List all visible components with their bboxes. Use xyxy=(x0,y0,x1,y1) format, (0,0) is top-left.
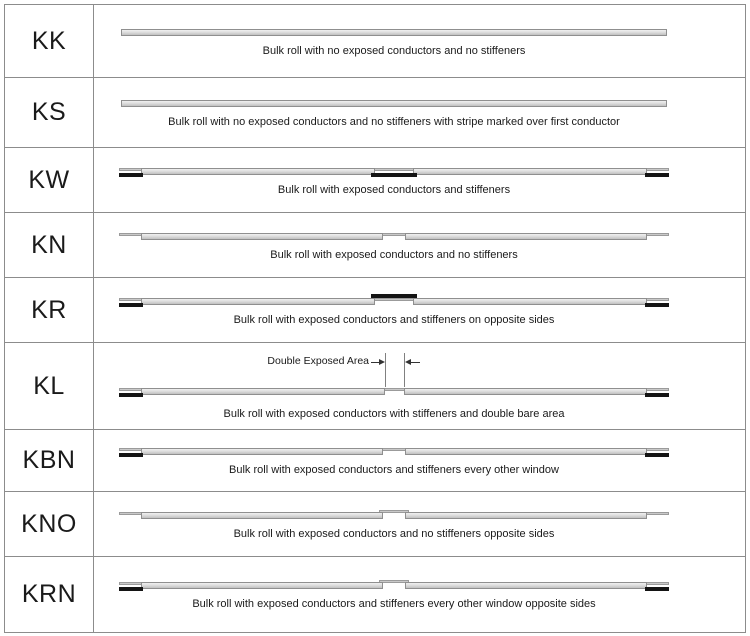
diagram-caption: Bulk roll with exposed conductors and no… xyxy=(270,248,518,261)
tape-segment xyxy=(405,232,647,240)
stiffener-opposite-side xyxy=(371,293,417,298)
row-diagram-cell-kbn: Bulk roll with exposed conductors and st… xyxy=(94,430,745,492)
diagram-caption: Bulk roll with exposed conductors and st… xyxy=(233,313,555,326)
row-diagram-cell-krn: Bulk roll with exposed conductors and st… xyxy=(94,557,745,632)
diagram-caption: Bulk roll with exposed conductors and st… xyxy=(192,598,596,610)
row-code-label: KN xyxy=(31,230,67,259)
tape-segment xyxy=(121,28,667,36)
row-diagram-cell-kn: Bulk roll with exposed conductors and no… xyxy=(94,213,745,278)
row-diagram-cell-kk: Bulk roll with no exposed conductors and… xyxy=(94,5,745,78)
row-diagram-cell-kr: Bulk roll with exposed conductors and st… xyxy=(94,278,745,343)
diagram-caption: Bulk roll with exposed conductors with s… xyxy=(223,407,565,420)
tape-segment xyxy=(141,582,383,589)
exposed-conductors xyxy=(371,297,417,301)
stiffener xyxy=(645,392,669,397)
tape-segment xyxy=(141,297,375,305)
stiffener xyxy=(645,453,669,457)
tape-segment xyxy=(405,582,647,589)
row-code-label: KL xyxy=(33,371,65,400)
stiffener xyxy=(119,392,143,397)
diagram-caption: Bulk roll with exposed conductors and no… xyxy=(233,527,555,540)
ribbon-diagram-kl: Double Exposed Area xyxy=(119,352,669,399)
row-code-label: KR xyxy=(31,295,67,324)
tape-segment xyxy=(141,232,383,240)
stiffener xyxy=(119,172,143,177)
ribbon xyxy=(119,385,669,399)
row-code-label: KRN xyxy=(21,580,77,608)
dimension-arrow-right-icon xyxy=(379,358,385,365)
ribbon-diagram-kbn xyxy=(119,445,669,459)
tape-segment xyxy=(413,297,647,305)
row-code-label: KW xyxy=(28,165,70,194)
ribbon-diagram-kno xyxy=(119,509,669,523)
tape-segment xyxy=(121,100,667,107)
diagram-caption: Bulk roll with exposed conductors and st… xyxy=(277,183,511,196)
stiffener xyxy=(119,302,143,307)
ribbon-diagram-kw xyxy=(119,165,669,179)
ribbon-diagram-kk xyxy=(119,26,669,40)
dimension-extension-line xyxy=(385,352,386,387)
dimension-arrow-left-icon xyxy=(405,358,411,365)
row-code-label: KK xyxy=(31,26,67,55)
row-diagram-cell-ks: Bulk roll with no exposed conductors and… xyxy=(94,78,745,148)
dimension-extension-line xyxy=(404,352,405,387)
row-diagram-cell-kl: Double Exposed Area Bulk roll w xyxy=(94,343,745,430)
row-code-cell-kno: KNO xyxy=(5,492,94,557)
diagram-caption: Bulk roll with exposed conductors and st… xyxy=(229,464,559,476)
stiffener xyxy=(119,453,143,457)
packaging-codes-table: KK Bulk roll with no exposed conductors … xyxy=(4,4,746,633)
tape-segment xyxy=(413,167,647,175)
tape-segment xyxy=(405,448,647,455)
dimension-leader-line xyxy=(411,361,420,363)
stiffener xyxy=(119,587,143,591)
stiffener xyxy=(645,587,669,591)
exposed-conductors xyxy=(371,167,417,171)
row-diagram-cell-kno: Bulk roll with exposed conductors and no… xyxy=(94,492,745,557)
ribbon-diagram-krn xyxy=(119,579,669,593)
ribbon-diagram-kn xyxy=(119,230,669,244)
ribbon-diagram-kr xyxy=(119,293,669,309)
tape-segment xyxy=(141,511,383,519)
tape-segment xyxy=(404,387,647,395)
row-code-cell-kk: KK xyxy=(5,5,94,78)
tape-segment xyxy=(141,448,383,455)
row-code-label: KS xyxy=(31,98,67,126)
exposed-conductors-opposite-side xyxy=(379,580,409,583)
row-code-cell-ks: KS xyxy=(5,78,94,148)
ribbon-diagram-ks xyxy=(119,97,669,111)
stiffener xyxy=(371,172,417,177)
dimension-label: Double Exposed Area xyxy=(267,354,369,367)
tape-segment xyxy=(141,167,375,175)
tape-segment xyxy=(141,387,385,395)
diagram-caption: Bulk roll with no exposed conductors and… xyxy=(168,116,620,128)
row-code-cell-kw: KW xyxy=(5,148,94,213)
row-code-cell-kbn: KBN xyxy=(5,430,94,492)
row-code-cell-kl: KL xyxy=(5,343,94,430)
stiffener xyxy=(645,302,669,307)
exposed-conductors-opposite-side xyxy=(379,509,409,513)
row-code-label: KBN xyxy=(22,446,76,474)
row-code-label: KNO xyxy=(21,509,77,538)
row-code-cell-krn: KRN xyxy=(5,557,94,632)
tape-segment xyxy=(405,511,647,519)
row-code-cell-kn: KN xyxy=(5,213,94,278)
dimension-leader-line xyxy=(371,361,380,363)
diagram-caption: Bulk roll with no exposed conductors and… xyxy=(262,44,526,57)
stiffener xyxy=(645,172,669,177)
row-diagram-cell-kw: Bulk roll with exposed conductors and st… xyxy=(94,148,745,213)
row-code-cell-kr: KR xyxy=(5,278,94,343)
